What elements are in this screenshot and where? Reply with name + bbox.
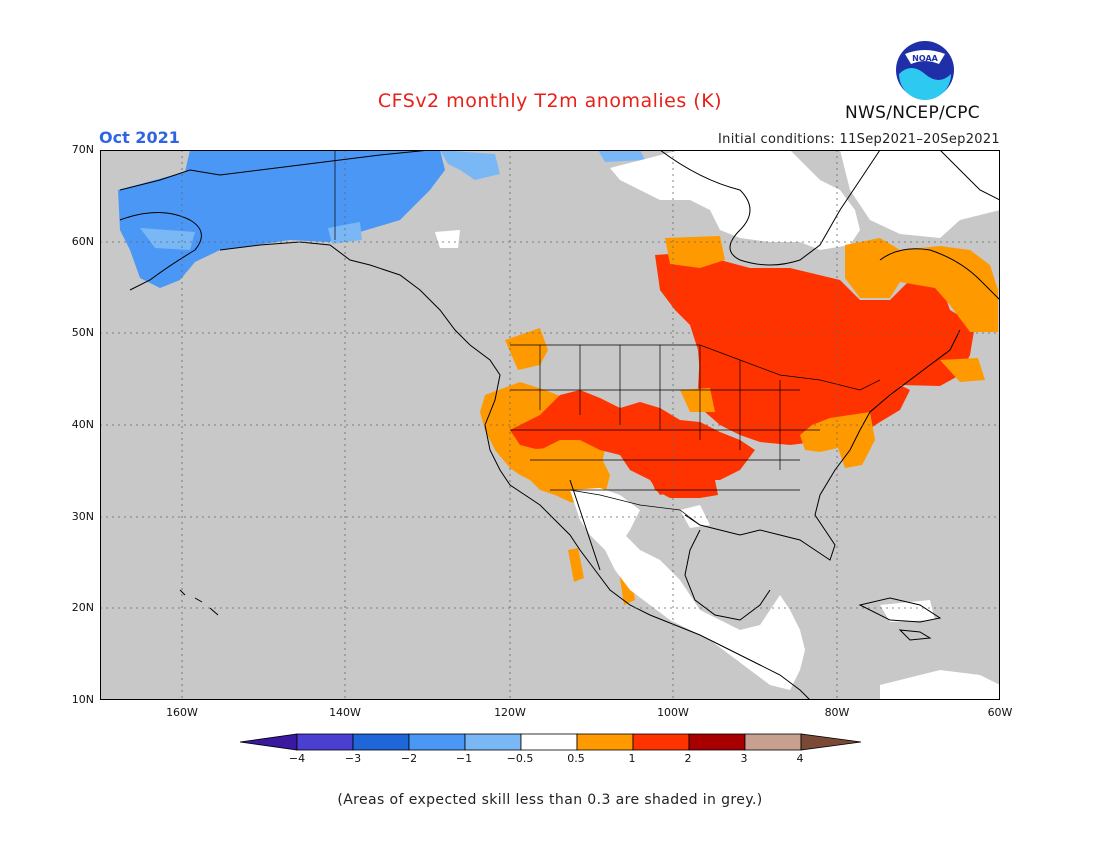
hudson-bay-near-normal — [610, 150, 860, 250]
lon-label: 60W — [987, 706, 1013, 719]
lat-label: 70N — [71, 143, 94, 156]
map-frame — [100, 150, 1000, 700]
colorbar-bin — [296, 733, 354, 751]
baja-warm-region — [568, 548, 584, 582]
coastlines — [119, 150, 1000, 700]
mexico-near-normal — [595, 520, 805, 690]
colorbar-tick-label: −4 — [288, 752, 306, 765]
lon-label: 120W — [494, 706, 526, 719]
rockies-warm-region — [510, 390, 755, 495]
alaska-edge-cool-region — [328, 222, 362, 244]
colorbar-tick-label: 2 — [684, 752, 692, 765]
lon-label: 160W — [166, 706, 198, 719]
southern-plains-warm-region — [648, 468, 718, 498]
arctic-islands-near-normal — [840, 150, 1000, 238]
valid-month-label: Oct 2021 — [99, 128, 180, 147]
anomaly-map — [100, 150, 1000, 700]
colorbar-tick-label: 0.5 — [567, 752, 585, 765]
lon-label: 140W — [329, 706, 361, 719]
mid-atlantic-warm-region — [940, 358, 985, 382]
lon-label: 100W — [657, 706, 689, 719]
alaska-edge-cool-region — [140, 228, 195, 250]
lat-label: 50N — [71, 326, 94, 339]
lat-label: 10N — [71, 693, 94, 706]
colorbar-bin — [520, 733, 578, 751]
colorbar-tick-label: 1 — [628, 752, 636, 765]
colorbar-bin — [239, 733, 298, 751]
colorbar-bin — [352, 733, 410, 751]
northern-rockies-warm-region — [505, 328, 548, 370]
colorbar-bin — [632, 733, 690, 751]
political-borders — [334, 150, 881, 526]
south-america-near-normal — [880, 670, 1000, 700]
skill-footnote: (Areas of expected skill less than 0.3 a… — [337, 792, 763, 808]
labrador-warm-region — [845, 238, 998, 332]
colorbar-tick-label: −3 — [344, 752, 362, 765]
agency-label: NWS/NCEP/CPC — [845, 103, 980, 123]
mid-atlantic-warm-region — [800, 412, 875, 468]
lat-label: 20N — [71, 601, 94, 614]
graticule — [100, 150, 1000, 700]
alaska-cold-region — [118, 150, 445, 288]
logo-text: NOAA — [912, 54, 938, 63]
colorbar-bin — [688, 733, 746, 751]
alaska-edge-cool-region — [598, 150, 645, 162]
colorbar-tick-label: 4 — [796, 752, 804, 765]
lat-label: 30N — [71, 510, 94, 523]
texas-coast-near-normal — [680, 505, 710, 528]
colorbar-bin — [800, 733, 862, 751]
colorbar-tick-label: −2 — [400, 752, 418, 765]
chart-title: CFSv2 monthly T2m anomalies (K) — [377, 90, 723, 112]
nebraska-warm-region — [680, 388, 715, 412]
lon-label: 80W — [824, 706, 850, 719]
noaa-logo: NOAA — [896, 41, 954, 100]
colorbar-tick-label: −1 — [455, 752, 473, 765]
colorbar — [239, 733, 862, 751]
initial-conditions-label: Initial conditions: 11Sep2021–20Sep2021 — [718, 132, 1000, 147]
lat-label: 60N — [71, 235, 94, 248]
lat-label: 40N — [71, 418, 94, 431]
colorbar-bin — [576, 733, 634, 751]
alaska-edge-cool-region — [440, 150, 500, 180]
colorbar-bin — [464, 733, 522, 751]
yukon-near-normal — [435, 230, 460, 248]
colorbar-tick-label: 3 — [740, 752, 748, 765]
colorbar-bin — [744, 733, 802, 751]
colorbar-bin — [408, 733, 466, 751]
colorbar-tick-label: −0.5 — [506, 752, 534, 765]
ontario-warm-edge — [665, 236, 725, 268]
